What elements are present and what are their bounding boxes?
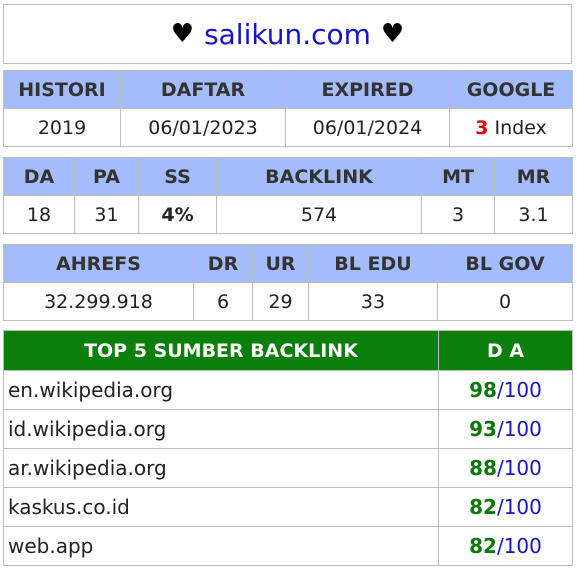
header-pa: PA (74, 157, 139, 196)
header-ahrefs: AHREFS (3, 244, 194, 283)
mt-value: 3 (421, 195, 495, 234)
table-row: web.app 82/100 (3, 526, 573, 566)
source-da: 93/100 (438, 409, 573, 449)
header-bl-gov: BL GOV (437, 244, 573, 283)
da-max: /100 (496, 378, 542, 402)
da-score: 82 (469, 534, 497, 558)
table-row: kaskus.co.id 82/100 (3, 487, 573, 527)
header-google: GOOGLE (449, 70, 573, 109)
daftar-value: 06/01/2023 (120, 108, 286, 147)
da-score: 82 (469, 495, 497, 519)
bl-gov-value: 0 (437, 282, 573, 321)
table-row: en.wikipedia.org 98/100 (3, 370, 573, 410)
metrics-table: DA PA SS BACKLINK MT MR 18 31 4% 574 3 3… (3, 157, 573, 234)
source-link[interactable]: web.app (3, 526, 439, 566)
source-link[interactable]: id.wikipedia.org (3, 409, 439, 449)
table-row: id.wikipedia.org 93/100 (3, 409, 573, 449)
top5-backlink-table: TOP 5 SUMBER BACKLINK D A en.wikipedia.o… (3, 330, 573, 566)
pa-value: 31 (74, 195, 139, 234)
source-da: 98/100 (438, 370, 573, 410)
histori-value: 2019 (3, 108, 121, 147)
header-da: DA (3, 157, 75, 196)
da-max: /100 (496, 534, 542, 558)
header-ur: UR (252, 244, 309, 283)
google-index-label: Index (494, 116, 547, 139)
mr-value: 3.1 (494, 195, 573, 234)
header-daftar: DAFTAR (120, 70, 286, 109)
expired-value: 06/01/2024 (285, 108, 450, 147)
header-expired: EXPIRED (285, 70, 450, 109)
source-link[interactable]: kaskus.co.id (3, 487, 439, 527)
ahrefs-table: AHREFS DR UR BL EDU BL GOV 32.299.918 6 … (3, 244, 573, 321)
google-index-value: 3 Index (449, 108, 573, 147)
ur-value: 29 (252, 282, 309, 321)
da-max: /100 (496, 417, 542, 441)
da-score: 98 (469, 378, 497, 402)
source-da: 88/100 (438, 448, 573, 488)
domain-info-table: HISTORI DAFTAR EXPIRED GOOGLE 2019 06/01… (3, 70, 573, 147)
table-row: ar.wikipedia.org 88/100 (3, 448, 573, 488)
source-da: 82/100 (438, 487, 573, 527)
ss-value: 4% (138, 195, 217, 234)
bl-edu-value: 33 (308, 282, 438, 321)
heart-icon: ♥ (170, 19, 195, 49)
header-backlink: BACKLINK (216, 157, 422, 196)
dr-value: 6 (193, 282, 253, 321)
header-dr: DR (193, 244, 253, 283)
site-name[interactable]: salikun.com (204, 17, 371, 51)
google-index-count: 3 (475, 116, 489, 139)
source-da: 82/100 (438, 526, 573, 566)
header-mt: MT (421, 157, 495, 196)
header-bl-edu: BL EDU (308, 244, 438, 283)
heart-icon: ♥ (380, 19, 405, 49)
da-max: /100 (496, 456, 542, 480)
header-top5-source: TOP 5 SUMBER BACKLINK (3, 330, 439, 371)
header-top5-da: D A (438, 330, 573, 371)
site-title-box: ♥ salikun.com ♥ (3, 4, 572, 64)
header-mr: MR (494, 157, 573, 196)
da-value: 18 (3, 195, 75, 234)
da-score: 93 (469, 417, 497, 441)
da-score: 88 (469, 456, 497, 480)
source-link[interactable]: en.wikipedia.org (3, 370, 439, 410)
da-max: /100 (496, 495, 542, 519)
source-link[interactable]: ar.wikipedia.org (3, 448, 439, 488)
header-ss: SS (138, 157, 217, 196)
header-histori: HISTORI (3, 70, 121, 109)
backlink-value: 574 (216, 195, 422, 234)
ahrefs-value: 32.299.918 (3, 282, 194, 321)
